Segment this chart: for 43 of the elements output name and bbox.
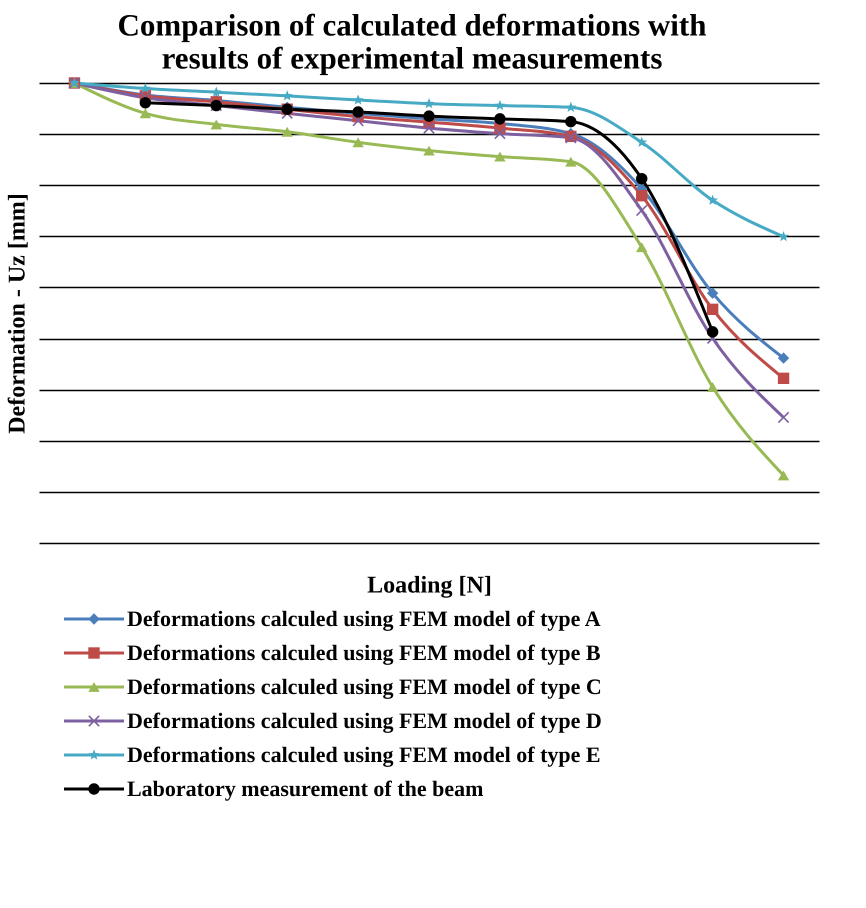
point [494,100,506,110]
x-axis-title: Loading [N] [367,572,492,598]
legend-label: Deformations calculed using FEM model of type E [127,742,601,767]
point [494,152,506,162]
legend-label: Deformations calculed using FEM model of type C [127,674,602,699]
legend-label: Laboratory measurement of the beam [127,776,484,801]
point [140,108,152,118]
point [636,242,648,252]
point [494,128,506,140]
point [424,98,434,108]
point [778,372,790,384]
point [636,136,648,147]
legend-label: Deformations calculed using FEM model of type B [127,640,601,665]
legend-label: Deformations calculed using FEM model of type A [127,606,601,631]
point [636,190,648,202]
point [565,102,576,112]
point [423,122,435,134]
point [210,86,222,97]
point [210,119,222,130]
point [140,97,152,108]
point [706,288,718,299]
legend-label: Deformations calculed using FEM model of type D [127,708,602,733]
point [565,156,577,167]
point [778,352,790,364]
point [778,412,790,424]
point [778,470,790,480]
point [565,116,577,128]
point [706,382,718,392]
point [140,82,151,94]
point [707,194,718,205]
point [423,110,435,122]
point [282,90,293,100]
point [423,146,435,156]
point [281,126,293,137]
point [352,137,364,148]
point [636,172,648,184]
point [706,304,718,316]
chart-title: Comparison of calculated deformations with results of experimental measurements [118,7,706,76]
point [706,326,718,338]
point [352,94,364,105]
point [352,115,364,126]
point [494,113,506,125]
y-axis-title: Deformation - Uz [mm] [4,193,30,434]
